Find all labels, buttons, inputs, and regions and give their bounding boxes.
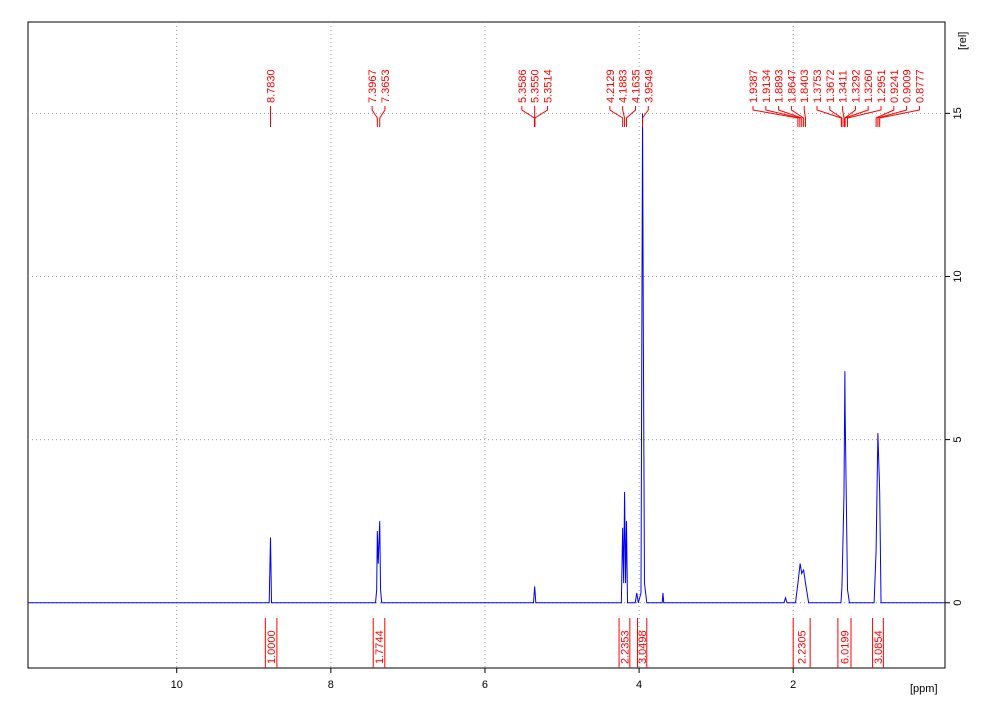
integral-bracket — [792, 618, 811, 668]
peak-connector — [816, 106, 842, 127]
y-axis-label: [rel] — [957, 32, 969, 50]
peak-label: 1.9387 — [748, 69, 760, 103]
peak-connector — [534, 106, 548, 127]
peak-connector — [844, 106, 869, 127]
peak-label: 1.8647 — [786, 69, 798, 103]
y-tick-label: 5 — [952, 437, 964, 443]
peak-label: 7.3653 — [380, 69, 392, 103]
peak-connector — [803, 106, 806, 127]
peak-label: 0.9009 — [902, 69, 914, 103]
peak-label: 4.1883 — [618, 69, 630, 103]
integral-bracket — [872, 618, 884, 668]
integral-label: 1.0000 — [266, 630, 278, 664]
integral-bracket — [637, 618, 648, 668]
integral-bracket — [372, 618, 386, 668]
peak-connector — [625, 106, 636, 127]
plot-frame — [27, 21, 946, 669]
integral-label: 2.2353 — [619, 630, 631, 664]
peak-label: 5.3550 — [530, 69, 542, 103]
peak-label: 5.3586 — [517, 69, 529, 103]
peak-connector — [371, 106, 378, 127]
peak-label: 4.1635 — [630, 69, 642, 103]
peak-label: 1.3292 — [850, 69, 862, 103]
peak-label: 5.3514 — [542, 69, 554, 103]
integral-bracket — [837, 618, 852, 668]
integral-bracket — [264, 618, 278, 668]
peak-connector — [778, 106, 803, 127]
integral-label: 1.7744 — [374, 630, 386, 664]
peak-label: 1.8893 — [774, 69, 786, 103]
peak-connector — [642, 106, 649, 127]
peak-connector — [790, 106, 805, 127]
y-tick-label: 0 — [952, 600, 964, 606]
peak-connector — [622, 106, 626, 127]
y-tick-label: 10 — [952, 270, 964, 282]
x-tick-label: 6 — [482, 679, 488, 691]
peak-connector — [379, 106, 386, 127]
x-tick-label: 4 — [636, 679, 642, 691]
integral-label: 3.0498 — [637, 630, 649, 664]
peak-label: 1.3411 — [838, 70, 850, 103]
peak-label: 1.8403 — [799, 69, 811, 103]
peak-connector — [609, 106, 624, 127]
peak-label: 4.2129 — [605, 69, 617, 103]
y-tick-label: 15 — [952, 107, 964, 119]
peak-label: 0.8777 — [914, 69, 926, 103]
x-tick-label: 10 — [171, 679, 183, 691]
peak-label: 1.9134 — [761, 69, 773, 103]
integral-label: 6.0199 — [839, 630, 851, 664]
peak-label: 1.3260 — [863, 69, 875, 103]
peak-connector — [877, 106, 908, 127]
peak-connector — [752, 106, 799, 127]
peak-connector — [765, 106, 801, 127]
peak-label: 1.3753 — [812, 69, 824, 103]
integral-label: 2.2305 — [797, 630, 809, 664]
peak-connector — [879, 106, 920, 127]
peak-label: 8.7830 — [266, 69, 278, 103]
peak-label: 3.9549 — [643, 69, 655, 103]
x-tick-label: 2 — [790, 679, 796, 691]
peak-label: 0.9241 — [889, 69, 901, 103]
spectrum-line — [28, 113, 945, 604]
integral-label: 3.0854 — [873, 630, 885, 664]
integral-bracket — [618, 618, 631, 668]
peak-label: 1.3672 — [825, 69, 837, 103]
x-axis-label: [ppm] — [910, 683, 938, 695]
peak-connector — [842, 106, 845, 127]
peak-connector — [875, 106, 895, 127]
x-tick-label: 8 — [328, 679, 334, 691]
peak-label: 1.2951 — [876, 69, 888, 103]
peak-label: 7.3967 — [367, 69, 379, 103]
peak-connector — [829, 106, 843, 127]
peak-connector — [847, 106, 882, 127]
